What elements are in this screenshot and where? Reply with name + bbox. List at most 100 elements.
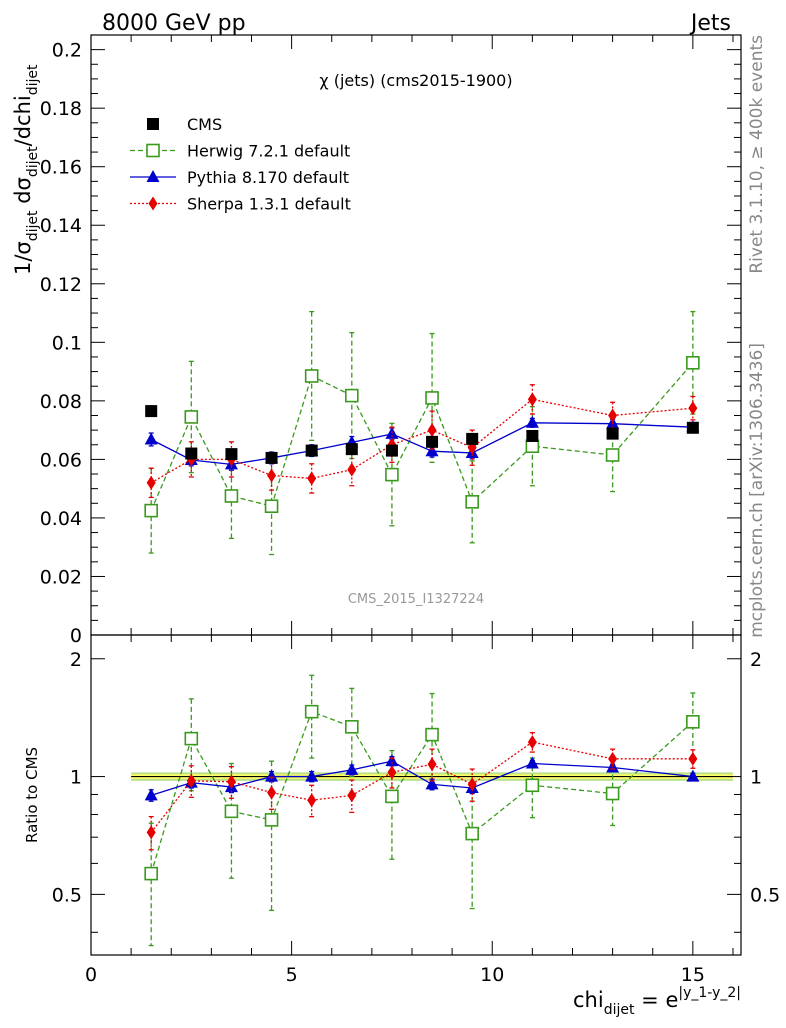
pythia-ratio-line (150, 760, 693, 797)
cms-point (265, 451, 278, 464)
herwig-point (144, 503, 158, 518)
cms-point (305, 444, 318, 457)
herwig-ratio-point (144, 866, 158, 881)
cms-point (606, 427, 619, 440)
legend: CMS Herwig 7.2.1 default Pythia 8.170 defa… (130, 115, 351, 214)
x-tick-label: 5 (286, 964, 298, 986)
cms-point (185, 447, 198, 460)
herwig-ratio-point (425, 727, 439, 742)
x-label-eq: = e (635, 988, 679, 1012)
ratio-y-tick-label-right: 1 (750, 767, 762, 789)
ratio-panel-frame (90, 634, 742, 956)
herwig-ratio-point (224, 804, 239, 819)
sherpa-ratio-point (467, 777, 477, 792)
y-tick-label: 0.1 (52, 332, 82, 354)
y-tick-labels: 0 0.02 0.04 0.06 0.08 0.1 0.12 0.14 0.16 0.18 0.2 (40, 40, 82, 647)
sherpa-point (427, 423, 437, 438)
herwig-point (184, 410, 199, 424)
herwig-ratio-point (465, 826, 479, 841)
herwig-point (224, 489, 239, 503)
ratio-y-axis-label: Ratio to CMS (23, 747, 41, 843)
y-axis-label: 1/σdijet dσdijet/dchidijet (11, 64, 41, 275)
sherpa-ratio-point (387, 765, 397, 780)
sherpa-ratio-point (688, 751, 698, 766)
pythia-ratio-point (425, 777, 439, 790)
x-axis-label: chidijet = e|y_1-y_2| (573, 985, 741, 1018)
herwig-ratio-point (686, 715, 700, 729)
herwig-ratio-point (184, 731, 199, 746)
legend-label-herwig: Herwig 7.2.1 default (187, 142, 350, 161)
cms-point (225, 448, 238, 461)
x-tick-labels: 0 5 10 15 (85, 964, 705, 986)
legend-label-cms: CMS (187, 115, 222, 134)
ratio-series-layer (144, 674, 700, 947)
pythia-ratio-point (525, 756, 539, 769)
y-tick-label: 0.2 (52, 40, 82, 62)
herwig-point (605, 448, 620, 462)
sherpa-point (146, 475, 156, 490)
sherpa-point (347, 462, 357, 477)
sherpa-ratio-point (186, 773, 196, 788)
pythia-ratio-point (144, 788, 158, 801)
herwig-ratio-point (304, 704, 319, 719)
ratio-y-tick-label: 0.5 (52, 884, 82, 906)
ratio-y-tick-labels: 0.5 0.5 1 1 2 2 (52, 649, 780, 907)
sherpa-ratio-point (267, 785, 277, 800)
y-label-sub-a: dijet (25, 210, 41, 241)
x-tick-label: 0 (85, 964, 97, 986)
sherpa-point (688, 401, 698, 416)
herwig-ratio-point (385, 789, 399, 804)
y-label-sub-c: dijet (25, 64, 41, 95)
sherpa-point (307, 471, 317, 486)
pythia-line (150, 422, 693, 466)
y-tick-label: 0.14 (40, 215, 82, 237)
process-label: Jets (689, 11, 731, 36)
x-tick-label: 15 (681, 964, 705, 986)
ratio-y-tick-label: 2 (70, 649, 82, 671)
y-label-sub-b: dijet (25, 146, 41, 177)
herwig-ratio-point (345, 720, 359, 734)
cms-point (345, 443, 358, 456)
sherpa-ratio-point (347, 788, 357, 803)
x-label-sup: |y_1-y_2| (678, 985, 741, 1001)
sherpa-point (527, 392, 537, 407)
y-tick-label: 0.12 (40, 274, 82, 296)
legend-marker-sherpa (148, 196, 158, 211)
legend-label-pythia: Pythia 8.170 default (187, 168, 349, 187)
main-panel-background (91, 35, 741, 635)
y-tick-label: 0 (70, 625, 82, 647)
y-label-part-a: 1/σ (11, 241, 35, 275)
chart-title: χ (jets) (cms2015-1900) (319, 71, 512, 90)
energy-label: 8000 GeV pp (102, 11, 246, 36)
y-label-part-c: /dchi (11, 95, 35, 146)
sherpa-ratio-point (527, 735, 537, 750)
herwig-ratio-point (605, 786, 620, 801)
cms-point (466, 432, 479, 445)
y-tick-label: 0.04 (40, 508, 82, 530)
legend-marker-herwig (146, 143, 160, 158)
y-tick-label: 0.16 (40, 157, 82, 179)
ratio-panel-background (91, 635, 741, 955)
cms-point (426, 435, 439, 448)
x-tick-label: 10 (480, 964, 504, 986)
legend-marker-cms (147, 118, 159, 130)
herwig-ratio-point (264, 813, 279, 827)
herwig-point (345, 388, 359, 403)
ratio-y-tick-label-right: 0.5 (750, 884, 780, 906)
analysis-watermark: CMS_2015_I1327224 (348, 592, 484, 607)
herwig-point (385, 467, 399, 482)
legend-label-sherpa: Sherpa 1.3.1 default (187, 195, 351, 214)
herwig-ratio-line (150, 710, 694, 874)
x-label-sub: dijet (604, 1002, 635, 1018)
y-label-part-b: dσ (11, 177, 35, 210)
ratio-y-tick-label: 1 (70, 767, 82, 789)
sherpa-ratio-point (307, 793, 317, 808)
herwig-line (150, 362, 694, 511)
cms-point (145, 405, 158, 418)
legend-marker-pythia (146, 170, 160, 182)
herwig-point (525, 439, 540, 454)
rivet-label: Rivet 3.1.10, ≥ 400k events (747, 35, 767, 274)
sherpa-ratio-point (608, 751, 618, 766)
y-tick-label: 0.02 (40, 566, 82, 588)
